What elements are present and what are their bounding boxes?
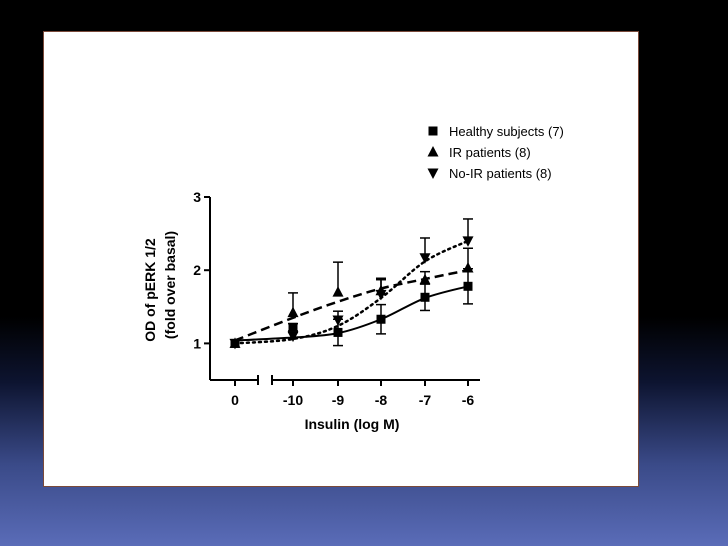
legend-label: Healthy subjects (7) [449, 124, 564, 139]
y-tick-label: 3 [193, 189, 201, 205]
fit-line [234, 268, 469, 342]
legend-label: IR patients (8) [449, 145, 531, 160]
x-axis-title: Insulin (log M) [305, 416, 400, 432]
legend: Healthy subjects (7) IR patients (8) No-IR… [427, 124, 564, 181]
slide-panel [43, 31, 639, 487]
x-tick-label: 0 [231, 392, 239, 408]
marker-triangle-down [229, 338, 241, 350]
marker-triangle-up [462, 262, 474, 273]
marker-square [463, 281, 473, 291]
marker-triangle-down [375, 289, 387, 301]
fit-lines [233, 239, 470, 345]
marker-triangle-down [419, 253, 431, 264]
marker-square [376, 314, 386, 324]
marker-square [288, 322, 298, 332]
markers [229, 236, 474, 350]
x-tick-label: -6 [462, 392, 475, 408]
marker-square [333, 327, 343, 337]
y-tick-label: 2 [193, 262, 201, 278]
marker-triangle-up [427, 146, 439, 157]
error-bars [288, 218, 473, 347]
marker-triangle-up [332, 286, 344, 297]
marker-triangle-down [332, 315, 344, 326]
y-tick-label: 1 [193, 335, 201, 351]
marker-triangle-down [462, 236, 474, 247]
legend-label: No-IR patients (8) [449, 166, 552, 181]
marker-triangle-down [427, 168, 439, 179]
fit-line [234, 285, 469, 342]
marker-triangle-down [287, 331, 299, 343]
marker-square [428, 126, 438, 136]
y-axis-title-line1: OD of pERK 1/2 [142, 238, 158, 342]
axes: 1 2 3 0 -10 -9 -8 -7 -6 [193, 189, 480, 408]
marker-triangle-up [287, 306, 299, 318]
x-tick-label: -7 [419, 392, 432, 408]
marker-triangle-up [419, 273, 431, 285]
x-tick-label: -8 [375, 392, 388, 408]
y-axis-title-line2: (fold over basal) [162, 231, 178, 339]
x-tick-label: -10 [283, 392, 303, 408]
marker-square [420, 292, 430, 302]
x-tick-label: -9 [332, 392, 345, 408]
fit-line [233, 239, 470, 345]
